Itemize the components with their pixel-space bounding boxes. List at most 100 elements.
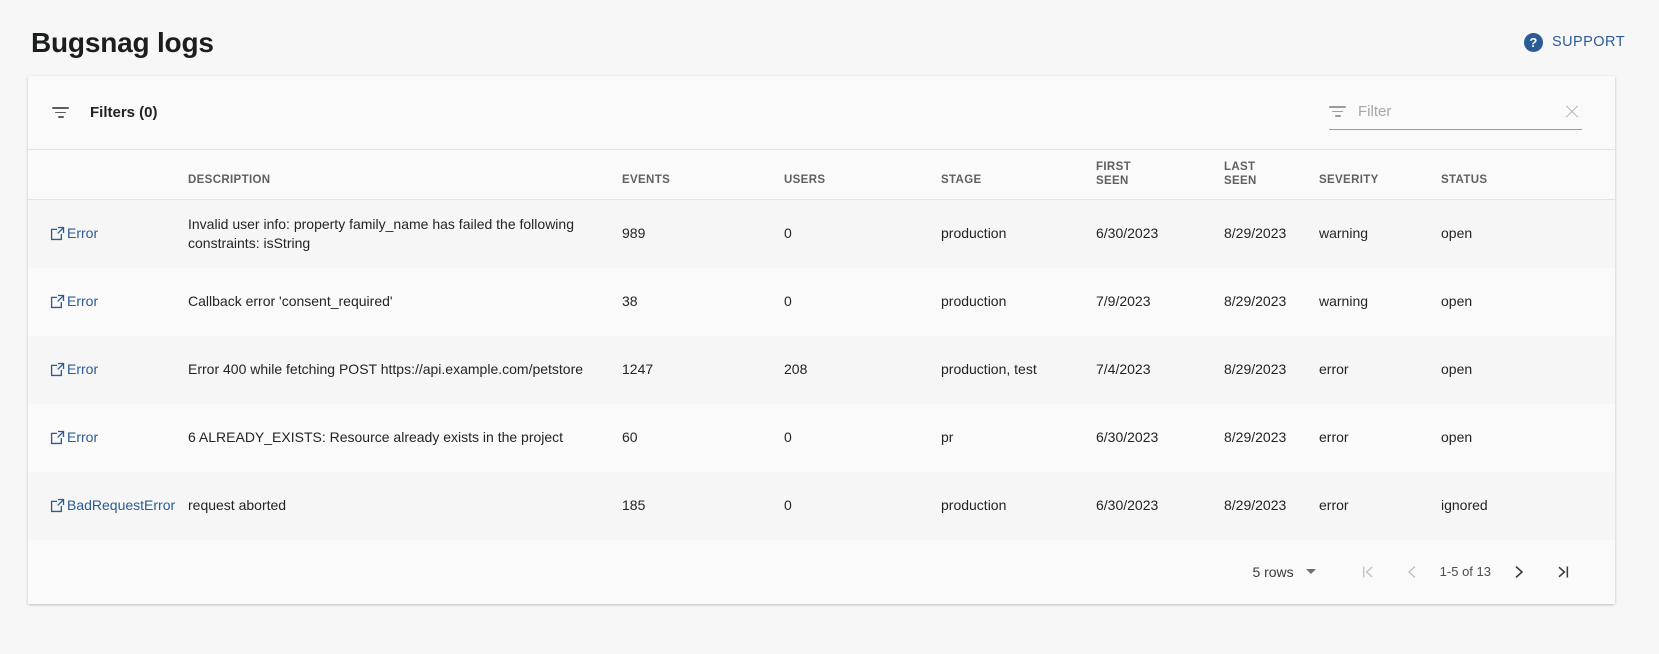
cell-error-link: Error <box>28 199 188 268</box>
next-page-button[interactable] <box>1497 552 1541 592</box>
last-page-icon <box>1558 566 1569 578</box>
page-header: Bugsnag logs ? SUPPORT <box>0 0 1659 82</box>
cell-status: open <box>1441 293 1473 310</box>
cell-events: 989 <box>622 199 784 268</box>
cell-last-seen: 8/29/2023 <box>1224 429 1287 446</box>
error-link-label: Error <box>67 429 99 446</box>
support-label: SUPPORT <box>1552 34 1625 50</box>
cell-stage: production <box>941 471 1096 540</box>
table-body: Error Invalid user info: property family_… <box>28 199 1615 540</box>
cell-description: Invalid user info: property family_name … <box>188 199 622 268</box>
cell-stage: production, test <box>941 335 1096 404</box>
cell-status: open <box>1441 199 1615 268</box>
logs-card: Filters (0) DESCRIPTION EVENTS USERS <box>28 76 1615 604</box>
column-header-status: STATUS <box>1441 148 1615 201</box>
cell-first-seen: 6/30/2023 <box>1096 429 1159 446</box>
filter-input-icon <box>1329 105 1346 118</box>
cell-events: 60 <box>622 429 638 446</box>
pagination-range-label: 1-5 of 13 <box>1439 564 1491 580</box>
cell-stage: pr <box>941 429 954 446</box>
column-header-first-seen-line1: FIRST <box>1096 161 1131 173</box>
cell-error-link: Error <box>28 404 188 472</box>
filter-icon[interactable] <box>50 106 71 119</box>
column-header-stage: STAGE <box>941 148 1096 201</box>
column-header-users: USERS <box>784 148 941 201</box>
external-link-icon <box>50 226 65 241</box>
support-link[interactable]: ? SUPPORT <box>1524 32 1625 52</box>
first-page-icon <box>1362 566 1373 578</box>
column-header-last-seen: LAST SEEN <box>1224 148 1319 201</box>
cell-first-seen: 6/30/2023 <box>1096 199 1224 268</box>
table-row[interactable]: BadRequestError request aborted 185 0 produc… <box>28 471 1615 540</box>
external-link-icon <box>50 430 65 445</box>
cell-events: 1247 <box>622 335 784 404</box>
cell-users: 0 <box>784 293 792 310</box>
cell-stage: production <box>941 293 1007 310</box>
filter-input[interactable] <box>1346 103 1563 120</box>
column-header-first-seen-line2: SEEN <box>1096 174 1129 187</box>
last-page-button[interactable] <box>1541 552 1585 592</box>
cell-description: Callback error 'consent_required' <box>188 293 393 310</box>
external-link-icon <box>50 362 65 377</box>
cell-users: 0 <box>784 199 941 268</box>
cell-stage: production <box>941 199 1096 268</box>
cell-last-seen: 8/29/2023 <box>1224 471 1319 540</box>
logs-table: DESCRIPTION EVENTS USERS STAGE FIRST SEE… <box>28 148 1615 540</box>
cell-users: 0 <box>784 429 792 446</box>
cell-last-seen: 8/29/2023 <box>1224 335 1319 404</box>
rows-per-page-label: 5 rows <box>1252 563 1294 580</box>
rows-per-page-select[interactable]: 5 rows <box>1252 563 1316 580</box>
filters-label: Filters (0) <box>90 104 158 121</box>
column-header-first-seen: FIRST SEEN <box>1096 148 1224 201</box>
error-link-label: Error <box>67 293 99 310</box>
external-link-icon <box>50 498 65 513</box>
error-detail-link[interactable]: BadRequestError <box>50 497 175 513</box>
question-mark-circle-icon: ? <box>1524 32 1544 52</box>
cell-description: request aborted <box>188 471 622 540</box>
error-detail-link[interactable]: Error <box>50 293 98 309</box>
first-page-button[interactable] <box>1346 552 1390 592</box>
column-header-severity: SEVERITY <box>1319 148 1441 201</box>
cell-status: ignored <box>1441 471 1615 540</box>
cell-severity: error <box>1319 335 1441 404</box>
table-head: DESCRIPTION EVENTS USERS STAGE FIRST SEE… <box>28 148 1615 201</box>
table-row[interactable]: Error 6 ALREADY_EXISTS: Resource already … <box>28 404 1615 472</box>
chevron-right-icon <box>1515 565 1524 578</box>
cell-users: 208 <box>784 335 941 404</box>
cell-last-seen: 8/29/2023 <box>1224 199 1319 268</box>
column-header-last-seen-line1: LAST <box>1224 161 1256 173</box>
chevron-left-icon <box>1407 565 1416 578</box>
column-header-last-seen-line2: SEEN <box>1224 174 1257 187</box>
table-row[interactable]: Error Error 400 while fetching POST https… <box>28 335 1615 404</box>
previous-page-button[interactable] <box>1390 552 1434 592</box>
cell-error-link: Error <box>28 335 188 404</box>
table-row[interactable]: Error Invalid user info: property family_… <box>28 199 1615 268</box>
error-detail-link[interactable]: Error <box>50 361 98 377</box>
column-header-link <box>28 148 188 201</box>
filter-search-field[interactable] <box>1329 96 1582 130</box>
error-detail-link[interactable]: Error <box>50 225 98 241</box>
table-row[interactable]: Error Callback error 'consent_required' 38… <box>28 268 1615 336</box>
close-icon[interactable] <box>1563 103 1581 121</box>
error-link-label: Error <box>67 361 99 378</box>
page-title: Bugsnag logs <box>31 27 214 58</box>
cell-events: 38 <box>622 293 638 310</box>
cell-description: Error 400 while fetching POST https://ap… <box>188 335 622 404</box>
cell-description: 6 ALREADY_EXISTS: Resource already exist… <box>188 429 564 446</box>
chevron-down-icon <box>1305 569 1316 575</box>
table-header-row: DESCRIPTION EVENTS USERS STAGE FIRST SEE… <box>28 148 1615 201</box>
cell-severity: error <box>1319 471 1441 540</box>
filters-group[interactable]: Filters (0) <box>50 104 158 121</box>
cell-severity: warning <box>1319 199 1441 268</box>
error-detail-link[interactable]: Error <box>50 429 98 445</box>
external-link-icon <box>50 294 65 309</box>
cell-status: open <box>1441 335 1615 404</box>
column-header-events: EVENTS <box>622 148 784 201</box>
cell-error-link: Error <box>28 268 188 336</box>
card-toolbar: Filters (0) <box>28 76 1615 149</box>
column-header-description: DESCRIPTION <box>188 148 622 201</box>
cell-first-seen: 7/4/2023 <box>1096 335 1224 404</box>
cell-status: open <box>1441 429 1473 446</box>
cell-severity: warning <box>1319 293 1369 310</box>
